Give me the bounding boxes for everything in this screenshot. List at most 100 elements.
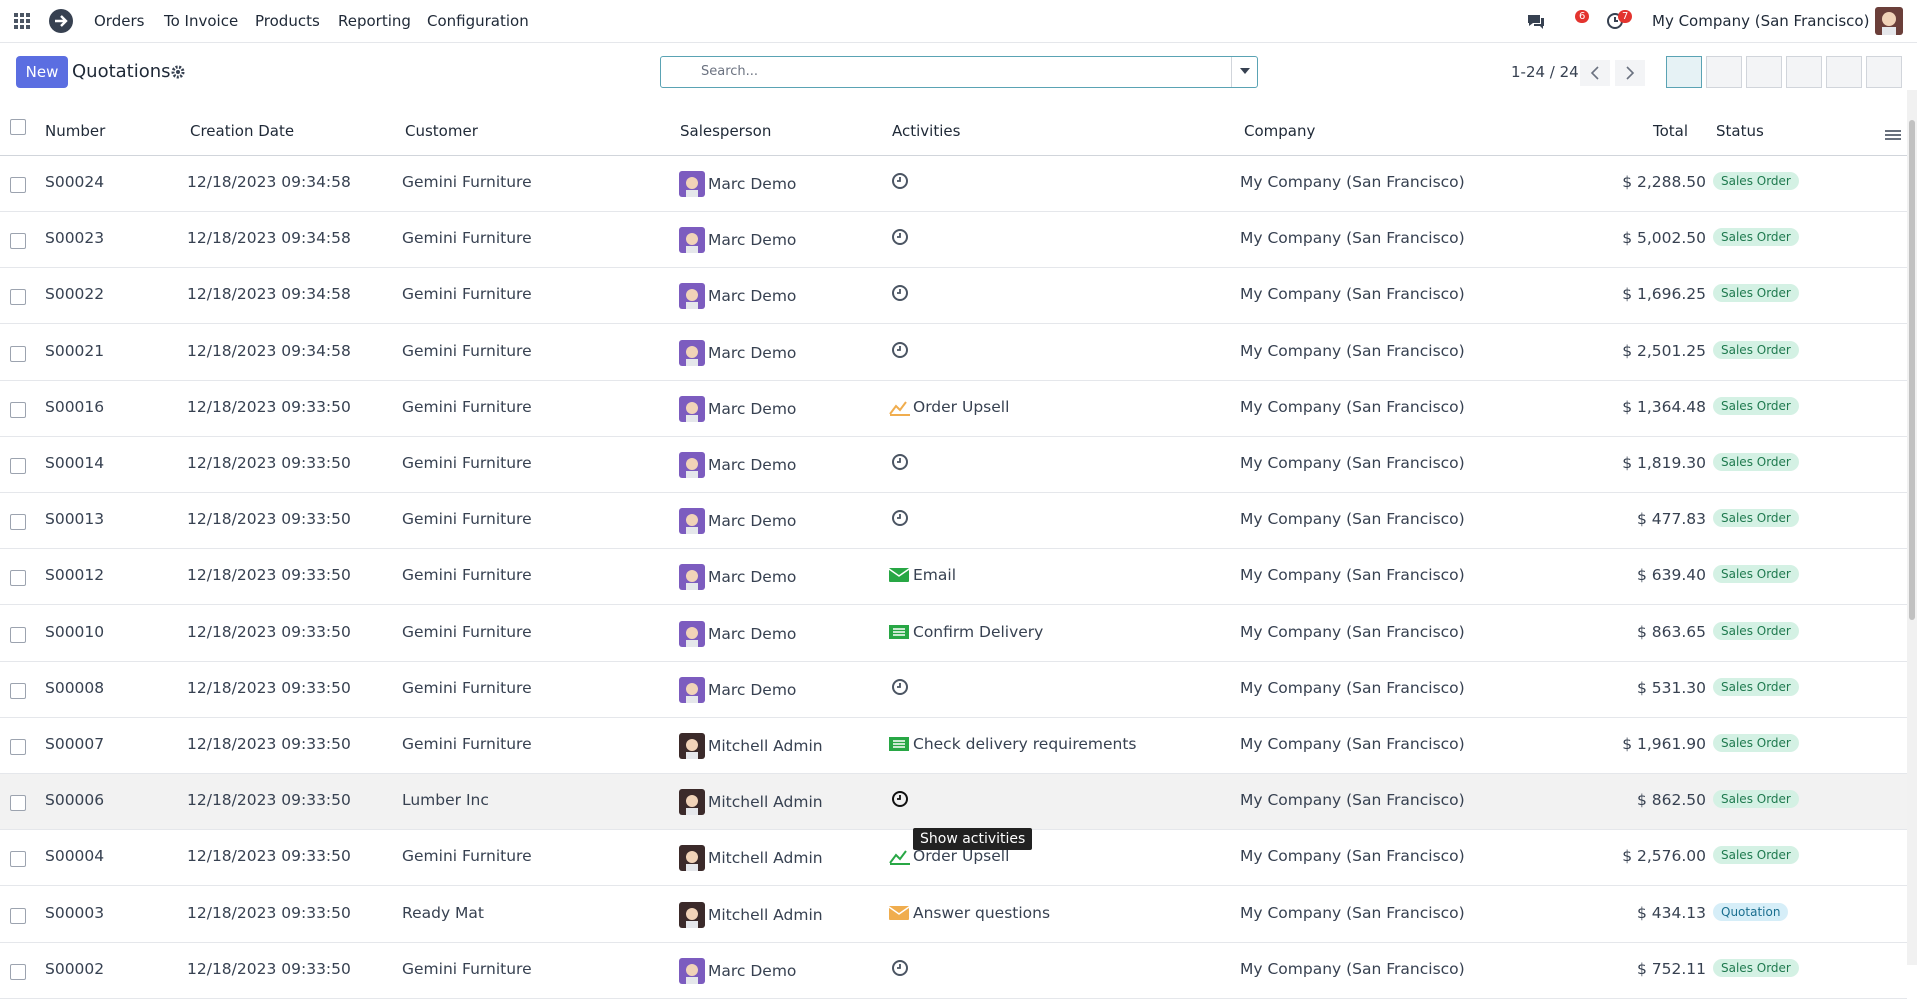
list-row[interactable]: S00024 12/18/2023 09:34:58 Gemini Furnitur… <box>0 156 1907 212</box>
settings-gear[interactable] <box>171 65 185 79</box>
row-checkbox[interactable] <box>10 514 26 531</box>
kanban-view[interactable] <box>1706 56 1742 88</box>
list-row[interactable]: S00014 12/18/2023 09:33:50 Gemini Furnitur… <box>0 437 1907 493</box>
salesperson-avatar[interactable] <box>679 339 705 366</box>
search-toggle[interactable] <box>1240 68 1250 76</box>
app-icon[interactable] <box>48 8 74 34</box>
row-checkbox[interactable] <box>10 570 26 587</box>
menu-item[interactable]: To Invoice <box>164 12 239 30</box>
order-number: S00013 <box>45 510 105 529</box>
activity-clock[interactable] <box>891 790 909 808</box>
list-row[interactable]: S00016 12/18/2023 09:33:50 Gemini Furnitur… <box>0 381 1907 437</box>
menu-item[interactable]: Reporting <box>338 12 411 30</box>
activity-icon[interactable] <box>889 397 911 417</box>
graph-view[interactable] <box>1826 56 1862 88</box>
salesperson-avatar[interactable] <box>679 283 705 310</box>
activity-clock[interactable] <box>891 678 909 696</box>
page: Orders To Invoice Products Reporting Configu… <box>0 7 1917 999</box>
activity-view[interactable] <box>1866 56 1902 88</box>
activity-icon[interactable] <box>889 846 911 866</box>
activity-clock[interactable] <box>891 453 909 471</box>
salesperson-avatar[interactable] <box>679 620 705 647</box>
column-header[interactable]: Customer <box>405 122 478 140</box>
list-row[interactable]: S00022 12/18/2023 09:34:58 Gemini Furnitur… <box>0 268 1907 325</box>
salesperson-avatar[interactable] <box>679 395 705 422</box>
search-box[interactable]: Search... <box>660 56 1258 88</box>
column-header[interactable]: Salesperson <box>680 122 772 140</box>
activity-summary[interactable]: Confirm Delivery <box>913 622 1044 641</box>
column-header[interactable]: Creation Date <box>190 122 295 140</box>
activity-summary[interactable]: Answer questions <box>913 903 1051 922</box>
column-header[interactable]: Activities <box>892 122 961 140</box>
row-checkbox[interactable] <box>10 739 26 755</box>
list-row[interactable]: S00003 12/18/2023 09:33:50 Ready Mat Mitche… <box>0 887 1907 943</box>
list-row[interactable]: S00013 12/18/2023 09:33:50 Gemini Furnitur… <box>0 493 1907 550</box>
activity-summary[interactable]: Check delivery requirements <box>913 735 1137 753</box>
list-row[interactable]: S00002 12/18/2023 09:33:50 Gemini Furnitur… <box>0 943 1907 999</box>
salesperson-avatar[interactable] <box>679 452 705 478</box>
menu-item[interactable]: Configuration <box>427 12 529 30</box>
column-header[interactable]: Status <box>1716 122 1764 140</box>
activity-icon[interactable] <box>889 734 911 754</box>
salesperson-avatar[interactable] <box>679 789 705 816</box>
row-checkbox[interactable] <box>10 626 26 643</box>
company-switcher[interactable]: My Company (San Francisco) <box>1652 12 1870 30</box>
user-avatar[interactable] <box>1875 7 1903 35</box>
activity-clock[interactable] <box>891 284 909 302</box>
list-row[interactable]: S00023 12/18/2023 09:34:58 Gemini Furnitur… <box>0 212 1907 269</box>
list-row[interactable]: S00004 12/18/2023 09:33:50 Gemini Furnitur… <box>0 830 1907 887</box>
row-checkbox[interactable] <box>10 795 26 812</box>
apps-icon[interactable] <box>14 13 30 29</box>
column-header[interactable]: Company <box>1244 122 1316 140</box>
row-checkbox[interactable] <box>10 289 26 306</box>
row-checkbox[interactable] <box>10 401 26 418</box>
pivot-view[interactable] <box>1786 56 1822 88</box>
salesperson-avatar[interactable] <box>679 564 705 591</box>
activity-summary[interactable]: Order Upsell <box>913 397 1010 416</box>
pager-next[interactable] <box>1615 60 1645 86</box>
list-row[interactable]: S00010 12/18/2023 09:33:50 Gemini Furnitur… <box>0 606 1907 662</box>
salesperson-avatar[interactable] <box>679 676 705 703</box>
activity-clock[interactable] <box>891 959 909 977</box>
salesperson-avatar[interactable] <box>679 957 705 984</box>
messages-icon[interactable] <box>1526 12 1546 30</box>
column-header[interactable]: Number <box>45 122 106 140</box>
salesperson-avatar[interactable] <box>679 733 705 759</box>
row-checkbox[interactable] <box>10 233 26 250</box>
optional-columns[interactable] <box>1885 128 1901 142</box>
select-all[interactable] <box>10 119 26 135</box>
list-view[interactable] <box>1666 56 1702 88</box>
column-header[interactable]: Total <box>1652 122 1688 140</box>
new-button[interactable]: New <box>16 56 68 88</box>
salesperson-avatar[interactable] <box>679 508 705 535</box>
row-checkbox[interactable] <box>10 851 26 868</box>
activity-summary[interactable]: Email <box>913 566 957 585</box>
row-checkbox[interactable] <box>10 177 26 193</box>
activity-clock[interactable] <box>891 228 909 246</box>
list-row[interactable]: S00008 12/18/2023 09:33:50 Gemini Furnitur… <box>0 662 1907 718</box>
salesperson-avatar[interactable] <box>679 171 705 197</box>
activity-clock[interactable] <box>891 509 909 527</box>
calendar-view[interactable] <box>1746 56 1782 88</box>
menu-item[interactable]: Products <box>255 12 320 30</box>
activity-summary[interactable]: Order Upsell <box>913 847 1010 866</box>
activity-clock[interactable] <box>891 172 909 190</box>
row-checkbox[interactable] <box>10 907 26 924</box>
salesperson-avatar[interactable] <box>679 901 705 928</box>
salesperson-avatar[interactable] <box>679 845 705 872</box>
activity-icon[interactable] <box>889 622 911 642</box>
list-row[interactable]: S00012 12/18/2023 09:33:50 Gemini Furnitur… <box>0 549 1907 606</box>
activity-icon[interactable] <box>889 903 911 923</box>
row-checkbox[interactable] <box>10 458 26 474</box>
list-row[interactable]: S00021 12/18/2023 09:34:58 Gemini Furnitur… <box>0 325 1907 381</box>
row-checkbox[interactable] <box>10 345 26 362</box>
activity-clock[interactable] <box>891 341 909 359</box>
salesperson-avatar[interactable] <box>679 227 705 254</box>
activity-icon[interactable] <box>889 565 911 585</box>
row-checkbox[interactable] <box>10 963 26 980</box>
list-row[interactable]: S00007 12/18/2023 09:33:50 Gemini Furnitur… <box>0 718 1907 774</box>
row-checkbox[interactable] <box>10 682 26 699</box>
pager-prev[interactable] <box>1580 60 1610 86</box>
menu-item[interactable]: Orders <box>94 12 145 30</box>
list-row[interactable]: S00006 12/18/2023 09:33:50 Lumber Inc Mitch… <box>0 774 1907 831</box>
